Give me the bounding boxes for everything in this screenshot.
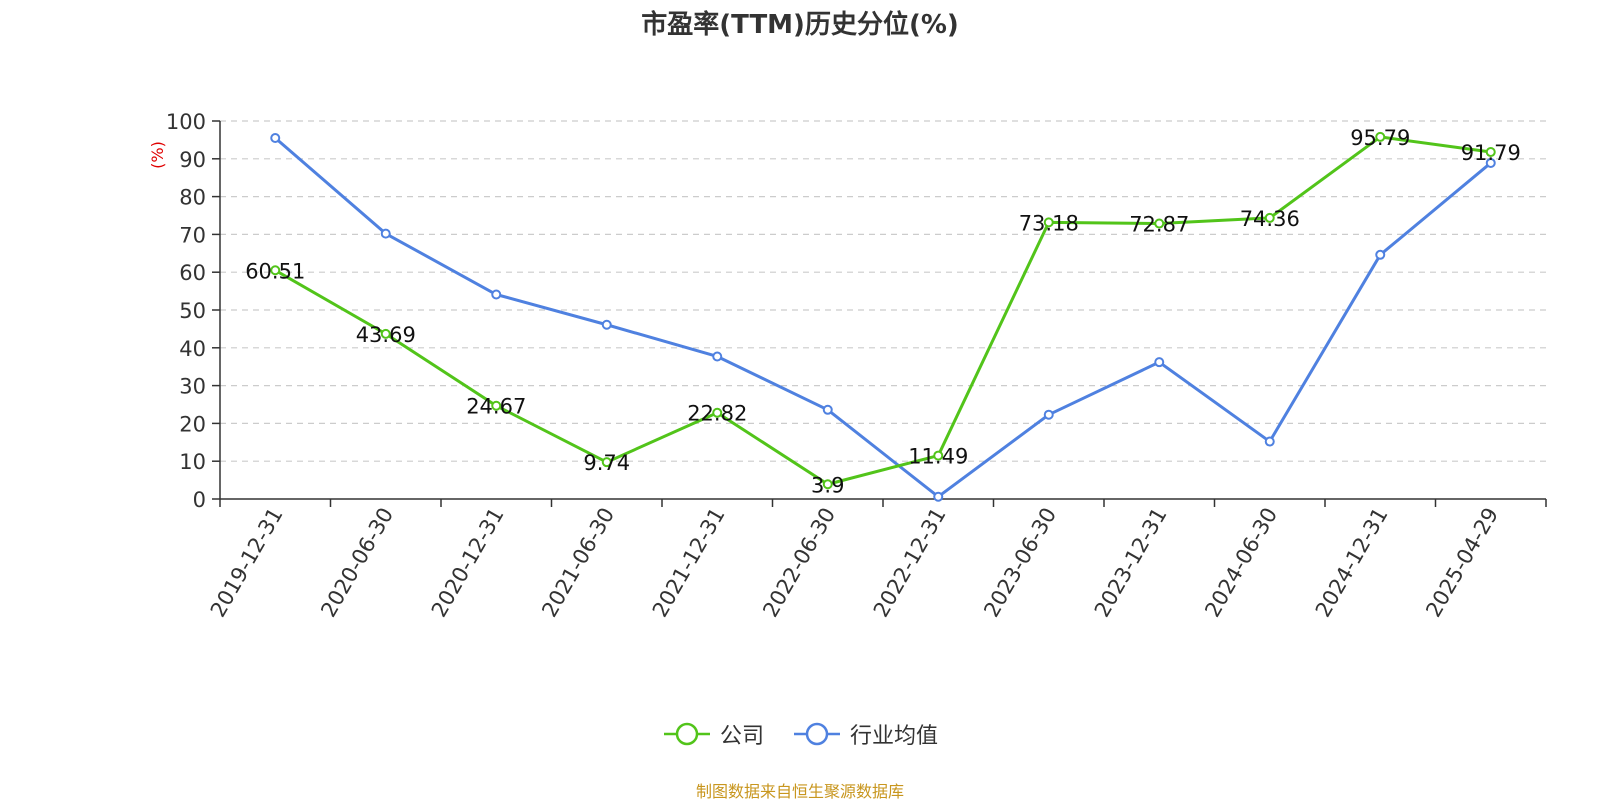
legend-label: 公司 [719, 724, 764, 749]
source-note: 制图数据来自恒生聚源数据库 [695, 782, 904, 801]
data-point [380, 228, 391, 239]
y-axis-label: (%) [148, 141, 167, 169]
chart-title: 市盈率(TTM)历史分位(%) [641, 10, 959, 40]
data-point [1154, 218, 1165, 229]
data-point [933, 491, 944, 502]
data-point [270, 265, 281, 276]
data-point [1264, 436, 1275, 447]
data-point [601, 457, 612, 468]
data-label: 22.82 [687, 402, 747, 426]
series-line [274, 136, 1492, 499]
data-point [491, 289, 502, 300]
y-tick-label: 0 [193, 488, 206, 512]
data-label: 74.36 [1240, 207, 1300, 231]
data-label: 95.79 [1350, 126, 1410, 150]
x-tick-label: 2019-12-31 [206, 504, 288, 622]
data-label: 43.69 [356, 323, 416, 347]
data-point [1043, 217, 1054, 228]
data-point [1043, 409, 1054, 420]
data-label: 24.67 [466, 395, 526, 419]
data-point [1485, 157, 1496, 168]
data-label: 91.79 [1461, 141, 1521, 165]
line-chart: 0 10 20 30 40 50 60 70 80 90 100 (%) 2019-12-31 2020-… [148, 110, 1547, 622]
data-point [1375, 249, 1386, 260]
series-line [274, 135, 1491, 486]
x-tick-label: 2023-12-31 [1090, 504, 1172, 622]
y-tick-label: 40 [179, 337, 206, 361]
data-point [1154, 357, 1165, 368]
data-point [712, 351, 723, 362]
data-point [270, 133, 281, 144]
data-label: 9.74 [583, 451, 630, 475]
data-label: 3.9 [811, 473, 844, 497]
data-point [601, 319, 612, 330]
y-tick-label: 60 [179, 261, 206, 285]
legend: 公司 行业均值 [0, 718, 1600, 750]
legend-marker-icon [663, 722, 710, 746]
data-point [822, 479, 833, 490]
y-tick-label: 100 [166, 110, 206, 134]
x-tick-label: 2022-06-30 [758, 504, 840, 622]
y-tick-label: 80 [179, 186, 206, 210]
x-tick-label: 2020-12-31 [427, 504, 509, 622]
x-tick-label: 2021-12-31 [648, 504, 730, 622]
data-point [1375, 131, 1386, 142]
legend-marker-icon [794, 722, 840, 746]
data-point [380, 328, 391, 339]
y-tick-label: 20 [179, 412, 206, 436]
y-tick-label: 90 [179, 148, 206, 172]
data-point [933, 450, 944, 461]
data-label: 11.49 [908, 445, 968, 469]
x-tick-label: 2025-04-29 [1421, 504, 1503, 622]
legend-item[interactable]: 行业均值 [792, 718, 938, 750]
data-point [712, 407, 723, 418]
data-point [1485, 147, 1496, 158]
legend-label: 行业均值 [850, 724, 939, 749]
x-tick-label: 2022-12-31 [869, 504, 951, 622]
data-label: 73.18 [1019, 211, 1079, 235]
x-tick-label: 2024-06-30 [1200, 504, 1282, 622]
data-label: 60.51 [245, 259, 305, 283]
x-tick-label: 2023-06-30 [979, 504, 1061, 622]
legend-item[interactable]: 公司 [662, 718, 764, 750]
data-label: 72.87 [1129, 213, 1189, 237]
y-tick-label: 30 [179, 375, 206, 399]
data-point [822, 404, 833, 415]
y-tick-label: 50 [179, 299, 206, 323]
data-point [1264, 212, 1275, 223]
y-tick-label: 10 [179, 450, 206, 474]
x-tick-label: 2020-06-30 [316, 504, 398, 622]
x-tick-label: 2024-12-31 [1311, 504, 1393, 622]
data-point [491, 400, 502, 411]
x-tick-label: 2021-06-30 [537, 504, 619, 622]
y-tick-label: 70 [179, 223, 206, 247]
